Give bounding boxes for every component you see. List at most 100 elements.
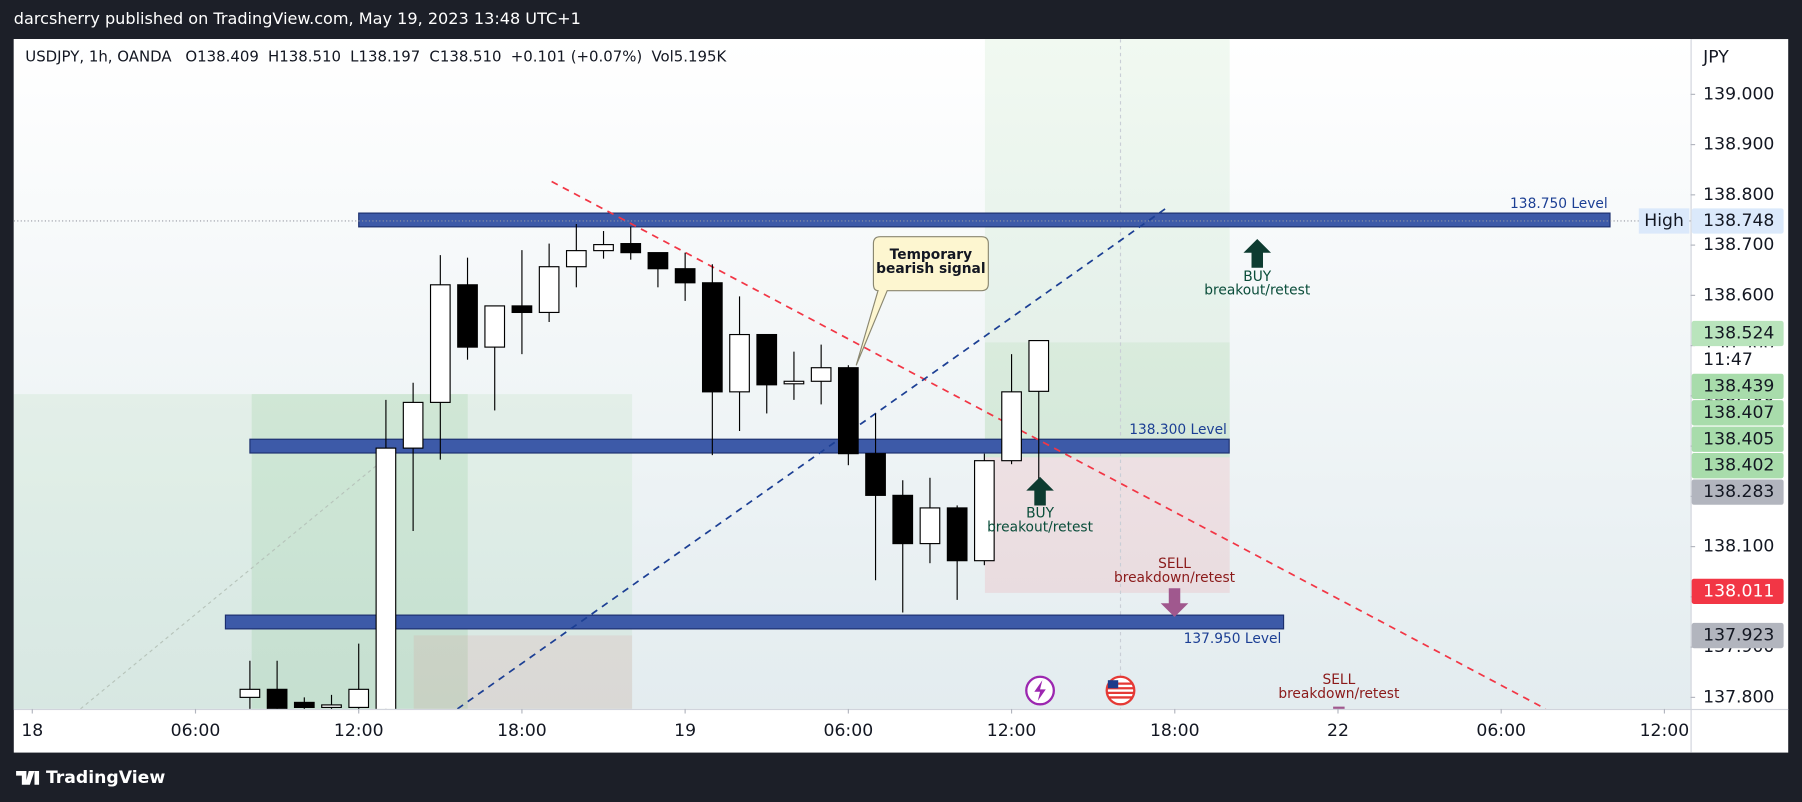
candle-body xyxy=(892,494,914,545)
candle-body xyxy=(375,447,397,709)
plot: 138.750 Level 138.300 Level 137.950 Level T… xyxy=(13,39,1691,709)
price-tag xyxy=(1691,373,1784,400)
signal-side: SELL xyxy=(1322,672,1355,688)
legend-item: +0.101 (+0.07%) xyxy=(511,47,643,65)
candle-body xyxy=(565,250,587,268)
x-tick-label: 18:00 xyxy=(1150,721,1200,741)
currency: JPY xyxy=(1702,47,1729,67)
candle-body xyxy=(484,305,506,348)
candle-body xyxy=(457,284,478,348)
candle-body xyxy=(973,460,995,562)
level-zone xyxy=(224,614,1285,630)
x-tick-label: 06:00 xyxy=(1476,721,1526,741)
candle-body xyxy=(1001,391,1022,462)
candle-body xyxy=(293,701,315,708)
callout-text: bearish signal xyxy=(876,261,985,277)
price-tag-label: 138.407 xyxy=(1703,403,1774,423)
candle-body xyxy=(429,284,451,403)
signal-arrow xyxy=(1026,476,1054,506)
legend-item: USDJPY, 1h, OANDA xyxy=(25,47,172,65)
candle-body xyxy=(865,453,886,496)
price-tag xyxy=(1691,208,1784,234)
price-tag-label: 138.439 xyxy=(1703,376,1774,396)
level-zone xyxy=(358,212,1611,228)
signal-side: BUY xyxy=(1243,269,1272,285)
signal-arrow xyxy=(1160,588,1189,618)
candle-body xyxy=(647,252,669,270)
signal-side: SELL xyxy=(1158,556,1191,572)
signal-text: breakdown/retest xyxy=(1114,570,1236,586)
legend-item: Vol5.195K xyxy=(651,47,727,65)
callout-text: Temporary xyxy=(890,247,972,263)
trend-line xyxy=(456,207,1167,709)
x-tick-label: 12:00 xyxy=(1640,721,1690,741)
x-tick-label: 12:00 xyxy=(334,721,384,741)
candle-body xyxy=(593,244,614,252)
price-tag xyxy=(1691,320,1784,347)
position-zone xyxy=(413,635,633,709)
candle-body xyxy=(402,401,424,449)
candle-body xyxy=(919,507,941,545)
x-tick-label: 06:00 xyxy=(824,721,874,741)
y-tick-label: 138.600 xyxy=(1703,285,1774,305)
candle-body xyxy=(729,333,750,393)
price-tag xyxy=(1691,426,1784,452)
candle-body xyxy=(620,243,642,254)
y-tick-label: 138.900 xyxy=(1703,135,1774,155)
legend-item: H138.510 xyxy=(268,47,341,65)
position-line xyxy=(80,453,392,709)
price-tag-label: 138.283 xyxy=(1703,482,1774,502)
brand: TradingView xyxy=(46,768,165,788)
candle-body xyxy=(538,266,560,314)
candle-body xyxy=(701,282,723,393)
flag xyxy=(1107,680,1119,689)
price-tag-label: 138.405 xyxy=(1703,429,1774,449)
x-tick-label: 19 xyxy=(674,721,696,741)
position-zone xyxy=(984,342,1230,458)
legend-item: O138.409 xyxy=(185,47,258,65)
candle-body xyxy=(946,507,968,562)
x-tick-label: 12:00 xyxy=(987,721,1037,741)
legend: USDJPY, 1h, OANDA O138.409 H138.510 L138.19… xyxy=(25,47,727,65)
events xyxy=(1025,675,1136,706)
logo xyxy=(16,770,40,785)
signal-text: breakout/retest xyxy=(987,519,1094,535)
price-tag xyxy=(1691,453,1784,479)
candle-body xyxy=(321,704,342,708)
position-zone xyxy=(984,457,1230,593)
x-tick-label: 18:00 xyxy=(497,721,547,741)
legend-item: C138.510 xyxy=(429,47,501,65)
candle-body xyxy=(511,305,533,314)
level-label: 138.750 Level xyxy=(1510,196,1608,212)
x-tick-label: 06:00 xyxy=(171,721,221,741)
callout-box xyxy=(855,236,989,366)
candle-body xyxy=(810,367,832,382)
y-tick-label: 139.000 xyxy=(1703,84,1774,104)
candle-body xyxy=(266,688,288,709)
candle-body xyxy=(348,688,370,708)
x-tick-label: 18 xyxy=(21,721,43,741)
candle-body xyxy=(1028,340,1050,392)
countdown: 11:47 xyxy=(1703,350,1753,370)
signal-arrow xyxy=(1243,238,1272,268)
position-zone xyxy=(984,39,1230,458)
publish-info: darcsherry published on TradingView.com,… xyxy=(14,9,581,28)
price-tag-label: 138.524 xyxy=(1703,324,1774,344)
price-tag-label: 138.748 xyxy=(1703,211,1774,231)
candle-body xyxy=(756,333,778,386)
price-tag xyxy=(1691,479,1784,505)
trend-line xyxy=(551,180,1547,709)
candle-body xyxy=(674,268,696,284)
price-tag xyxy=(1691,400,1784,426)
level-zone xyxy=(249,438,1230,454)
legend-item: L138.197 xyxy=(350,47,420,65)
axis-separator xyxy=(13,708,1789,711)
x-tick-label: 22 xyxy=(1327,721,1349,741)
price-tag-label: 138.011 xyxy=(1703,581,1774,601)
signal-side: BUY xyxy=(1026,506,1055,522)
y-tick-label: 138.100 xyxy=(1703,537,1774,557)
signal-text: breakdown/retest xyxy=(1278,686,1400,702)
high-tag xyxy=(1638,208,1690,234)
